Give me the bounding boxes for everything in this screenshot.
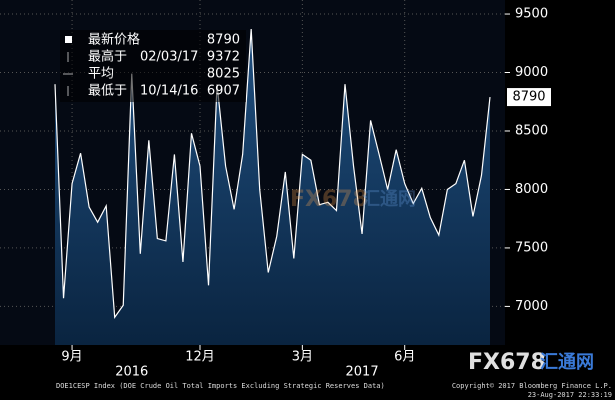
y-tick-label: 8000 xyxy=(515,182,548,197)
area xyxy=(55,29,490,346)
watermark: FX678 xyxy=(468,350,546,375)
x-tick-label: 12月 xyxy=(185,350,215,365)
legend-value: 8790 xyxy=(207,33,240,48)
watermark: 汇通网 xyxy=(362,189,416,210)
watermark: FX678 xyxy=(290,187,368,212)
year-label: 2016 xyxy=(115,365,148,380)
legend-date: 10/14/16 xyxy=(140,84,198,99)
legend-icon xyxy=(65,36,72,43)
legend-label: 最新价格 xyxy=(88,32,140,48)
y-tick-label: 9500 xyxy=(515,7,548,22)
y-tick-label: 7500 xyxy=(515,240,548,255)
legend-label: 最高于 xyxy=(88,49,127,65)
legend-label: 最低于 xyxy=(88,84,127,99)
last-value-label: 8790 xyxy=(512,90,545,105)
x-tick-label: 3月 xyxy=(292,350,313,365)
y-tick-label: 8500 xyxy=(515,123,548,138)
legend-date: 02/03/17 xyxy=(140,50,198,65)
last-value-box xyxy=(507,88,551,107)
timestamp: 23-Aug-2017 22:33:19 xyxy=(528,391,612,399)
legend-value: 9372 xyxy=(207,50,240,65)
footer: DOE1CESP Index (DOE Crude Oil Total Impo… xyxy=(56,382,385,390)
year-label: 2017 xyxy=(346,365,379,380)
x-tick-label: 9月 xyxy=(61,350,82,365)
legend-value: 8025 xyxy=(207,67,240,82)
watermark: 汇通网 xyxy=(540,352,594,373)
y-tick-label: 7000 xyxy=(515,299,548,314)
line xyxy=(54,28,491,319)
legend-label: 平均 xyxy=(88,67,114,82)
y-tick-label: 9000 xyxy=(515,65,548,80)
legend-value: 6907 xyxy=(207,84,240,99)
legend-box xyxy=(60,30,246,102)
x-tick-label: 6月 xyxy=(394,350,415,365)
copyright: Copyright© 2017 Bloomberg Finance L.P. xyxy=(452,382,612,390)
